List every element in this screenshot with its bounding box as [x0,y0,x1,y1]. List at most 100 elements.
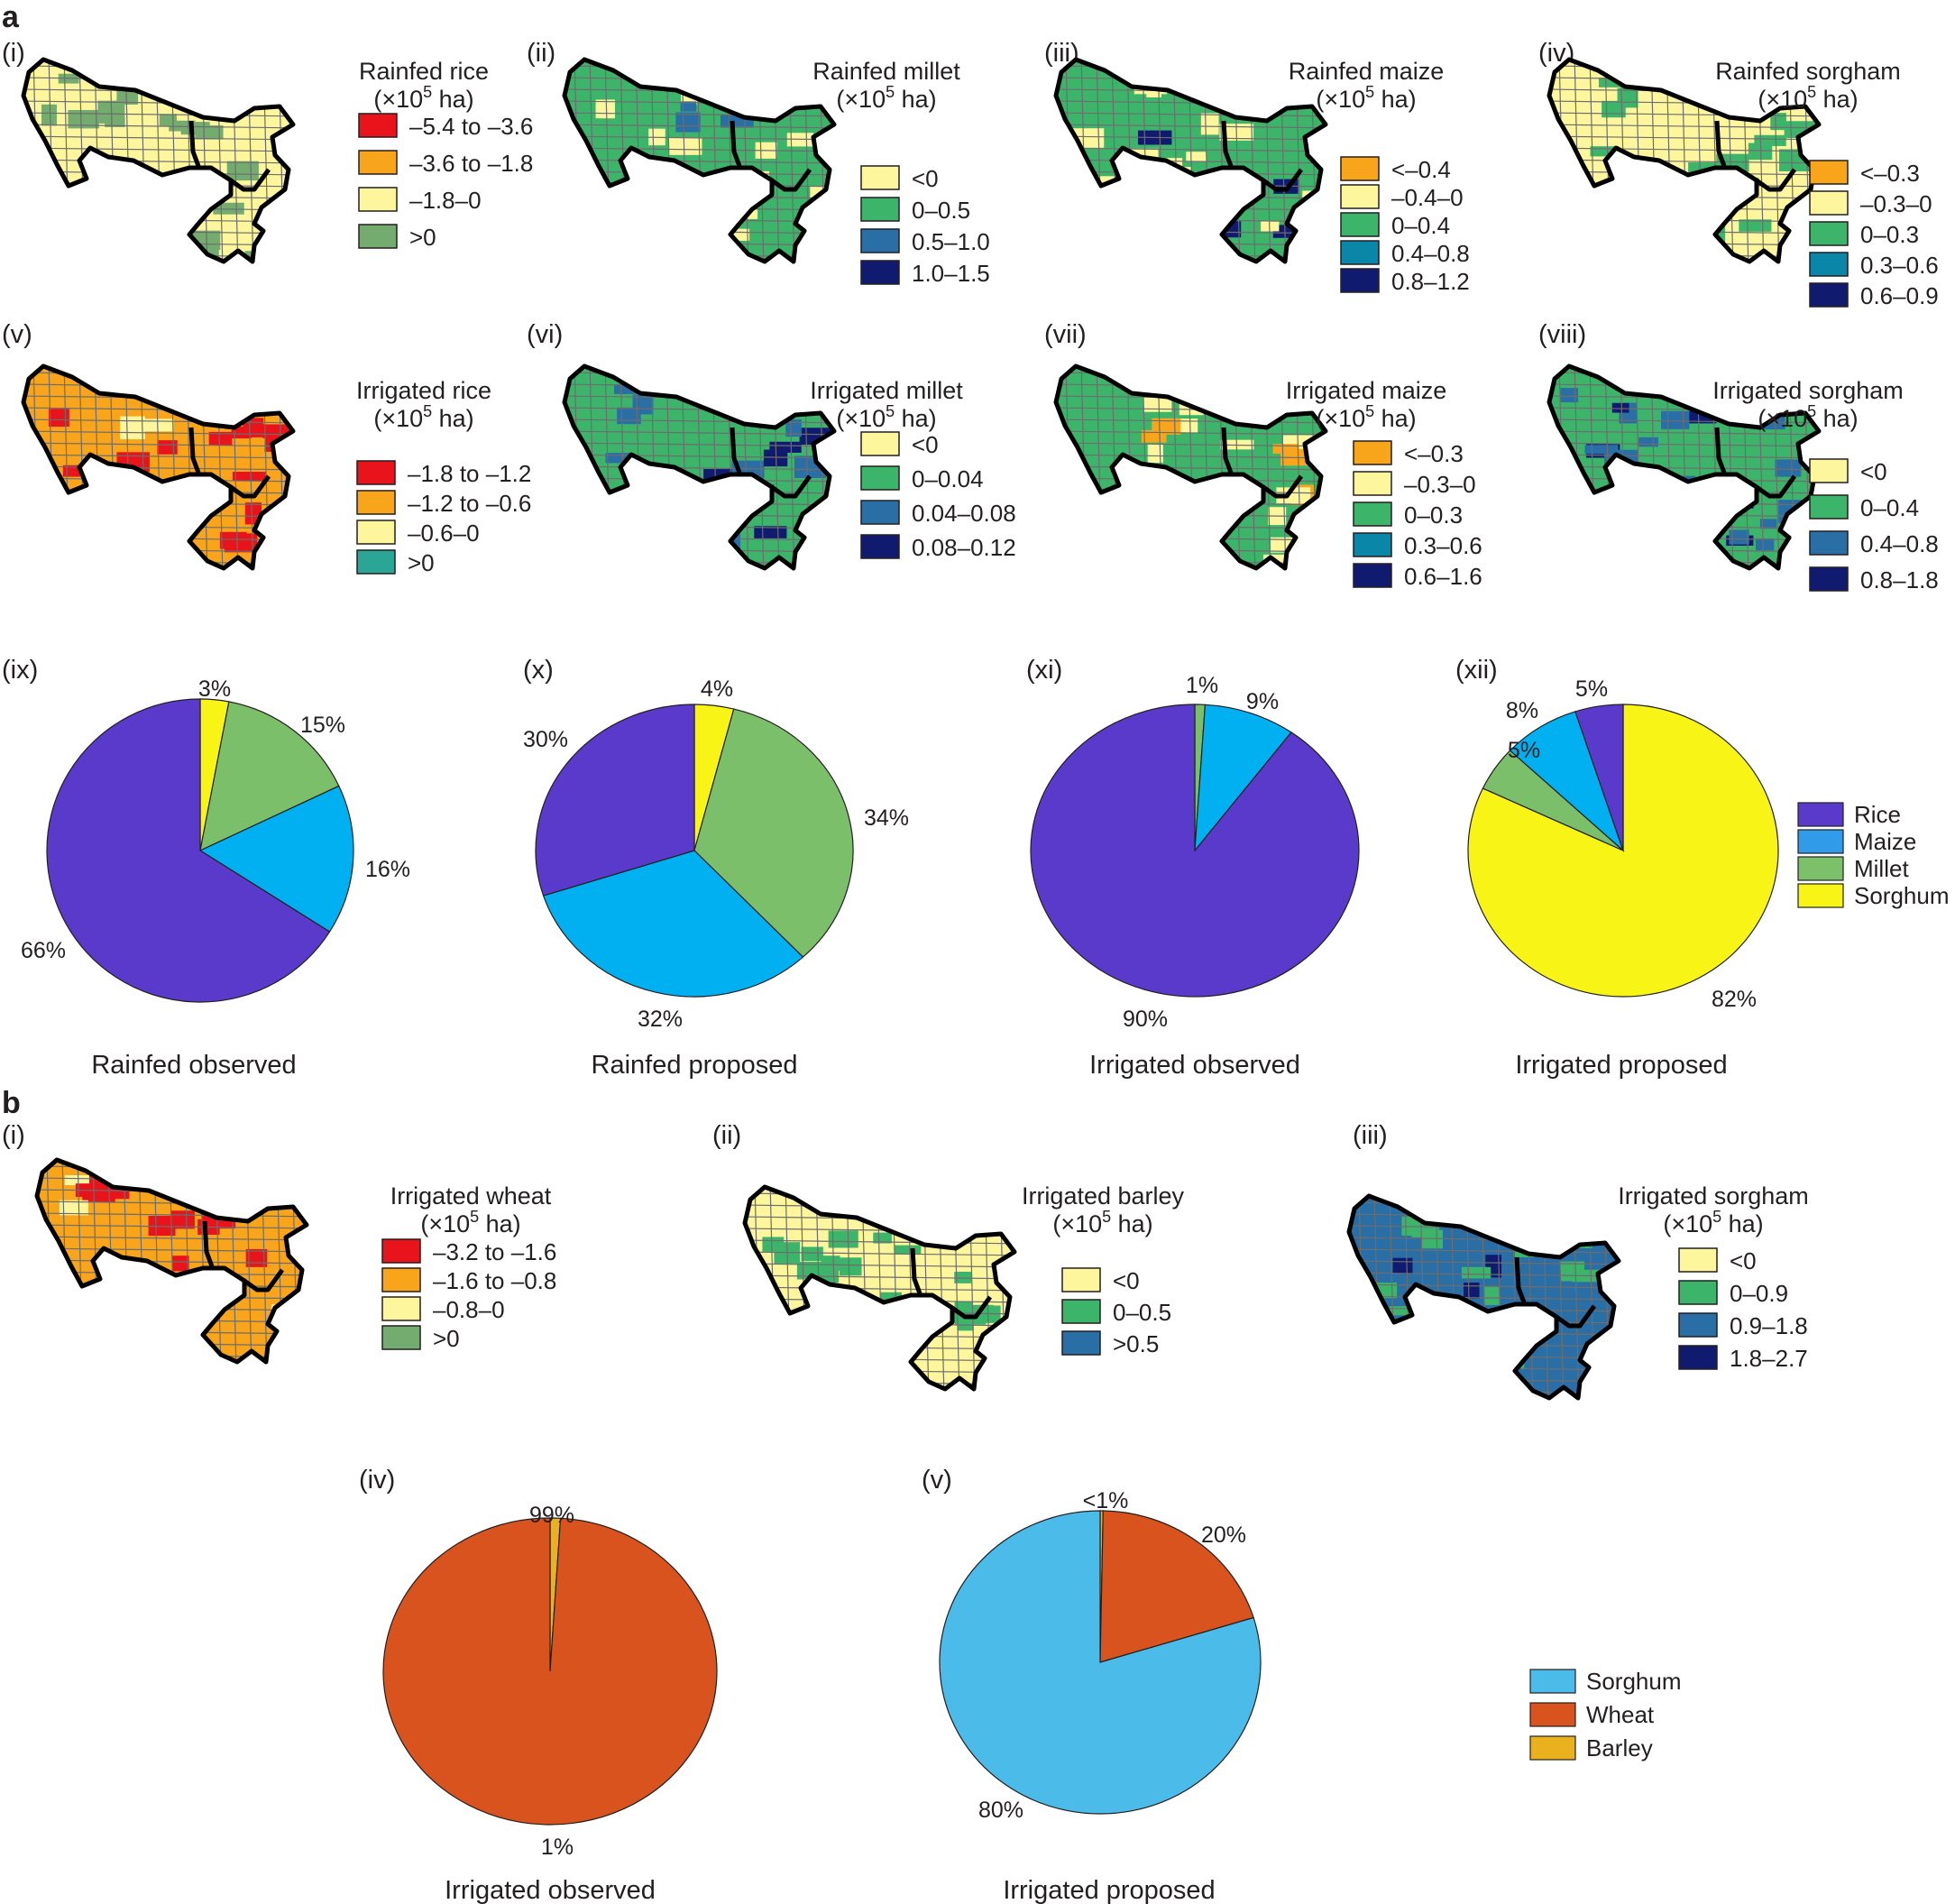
district-patch [1610,197,1633,216]
legend-label: –0.3–0 [1404,471,1476,498]
map-panel-a-viii: (viii) Irrigated sorgham(×105 ha)<0 0–0.4 0… [1538,320,1939,593]
legend-label: <0 [1860,458,1887,485]
district-patch [1189,550,1216,568]
legend-label: >0 [409,224,436,251]
district-patch [49,409,69,428]
state-border [562,363,837,571]
legend-label: –5.4 to –3.6 [409,113,533,140]
pie-slice-label: <1% [1083,1488,1129,1513]
district-patch [1125,466,1145,481]
district-patch [1755,538,1775,551]
state-map [34,1157,309,1365]
district-patch [115,1309,141,1327]
legend-label: <0 [1730,1247,1757,1274]
legend-label: >0 [433,1325,460,1352]
legend-label: 0–0.4 [1860,494,1919,521]
district-patch [1631,212,1665,231]
legend-label: 0–0.9 [1730,1280,1788,1307]
legend-label: Barley [1586,1734,1653,1761]
pie-slice-sorghum [939,1510,1262,1815]
section-b-label: b [2,1086,21,1120]
district-patch [1405,1323,1421,1341]
legend-label: 0.3–0.6 [1404,532,1482,559]
district-patch [159,1315,190,1339]
map-panel-b-ii: (ii) Irrigated barley(×105 ha) <0 0–0.5 >0.5 [712,1121,1185,1392]
pie-slice-label: 80% [978,1798,1023,1823]
district-patch [1129,169,1147,189]
pie-slice-label: 66% [21,938,66,963]
legend-swatch [860,197,900,222]
district-patch [1364,1365,1399,1381]
district-patch [1191,507,1212,530]
district-patch [694,391,714,405]
pie-caption: Irrigated proposed [1515,1051,1727,1080]
district-patch [1590,146,1620,157]
legend-swatch [1353,501,1392,527]
pie-caption: Irrigated observed [445,1876,656,1904]
legend-label: Sorghum [1854,882,1950,909]
district-patch [1186,152,1207,162]
pie-slice-maize [542,850,804,998]
legend-label: >0.5 [1113,1330,1159,1357]
legend-swatch [1678,1247,1718,1273]
legend-swatch [1340,240,1380,265]
map-panel-b-iii: (iii) Irrigated sorgham(×105 ha) <0 0–0.9 0.… [1346,1121,1809,1401]
district-patch [958,1320,974,1331]
map-panel-a-ii: (ii) Rainfed millet(×105 ha) <0 0–0.5 0.5–1.… [527,39,990,287]
district-patch [156,1275,181,1293]
district-patch [82,189,107,207]
state-map [562,363,837,571]
map-unit: (×105 ha) [1316,83,1416,113]
map-title: Irrigated wheat [390,1182,552,1210]
district-patch [1464,1283,1480,1299]
district-patch [764,394,798,417]
district-patch [1483,1286,1501,1305]
district-patch [641,210,662,226]
state-map [742,1184,1017,1392]
legend-label: Rice [1854,801,1901,828]
pie-slice-rice [535,704,695,897]
district-patch [569,511,596,529]
district-patch [208,431,233,446]
district-patch [231,1192,257,1203]
district-patch [160,1309,186,1328]
panel-label: (iii) [1353,1121,1388,1150]
district-patch [167,387,190,406]
state-border [562,57,837,264]
district-patch [106,1351,133,1362]
map-title: Irrigated barley [1022,1182,1185,1210]
district-patch [93,233,122,248]
district-patch [64,1175,96,1186]
district-patch [232,472,266,482]
pie-caption: Rainfed observed [91,1051,296,1080]
pie-slice-wheat [1099,1510,1254,1663]
pie-panels: (ix) 3% 15% 16% 66% Rainfed observed (x) 4% 34% 3… [2,656,1779,1904]
legend-swatch [358,224,398,249]
district-patch [1583,1226,1618,1237]
district-patch [162,179,196,193]
legend-label: –1.8 to –1.2 [408,460,531,487]
district-patch [1584,445,1619,455]
district-patch [219,531,247,549]
legend-label: <–0.3 [1860,160,1920,187]
district-patch [180,122,210,135]
legend-label: 0–0.4 [1391,212,1450,239]
district-patch [144,419,174,432]
district-patch [785,419,802,437]
district-patch [1589,246,1609,261]
legend-label: <0 [912,165,939,192]
district-patch [647,519,680,538]
map-title: Irrigated maize [1286,377,1447,404]
district-patch [1505,1320,1537,1341]
district-patch [121,1309,149,1323]
section-a-label: a [2,0,20,34]
district-patch [1462,1381,1480,1398]
map-title: Rainfed rice [359,58,489,85]
state-border [1547,363,1822,571]
district-patch [710,86,738,100]
district-patch [662,498,679,512]
district-patch [668,137,702,155]
pie-slice-label: 4% [701,676,733,702]
legend-swatch [1809,221,1849,246]
district-patch [1729,529,1749,545]
